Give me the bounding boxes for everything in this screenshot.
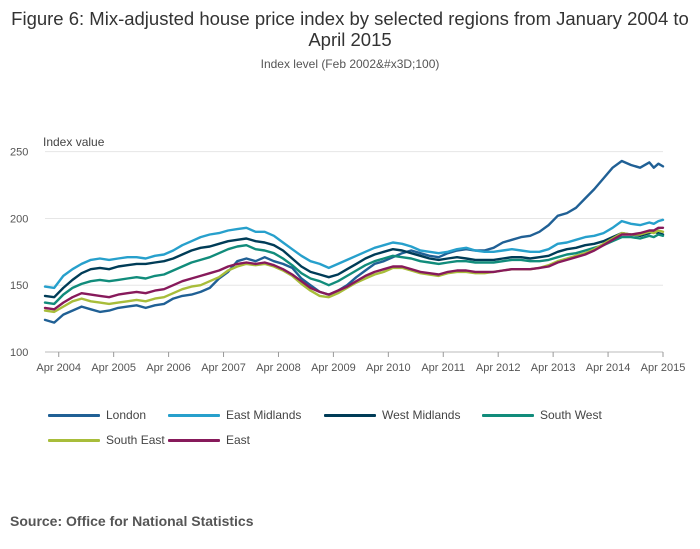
y-tick-label: 100 bbox=[10, 347, 28, 359]
y-axis-label: Index value bbox=[43, 135, 105, 149]
legend-swatch bbox=[48, 438, 100, 442]
x-tick-label: Apr 2015 bbox=[641, 362, 686, 374]
legend-item[interactable]: South East bbox=[48, 433, 165, 447]
legend-swatch bbox=[168, 438, 220, 442]
series-line-south-east bbox=[43, 229, 665, 314]
legend-swatch bbox=[168, 413, 220, 417]
legend-label: South West bbox=[540, 408, 602, 422]
series-line-east-midlands bbox=[43, 218, 665, 290]
legend-item[interactable]: London bbox=[48, 408, 146, 422]
x-tick-label: Apr 2004 bbox=[36, 362, 81, 374]
y-tick-label: 250 bbox=[10, 147, 28, 159]
x-tick-label: Apr 2011 bbox=[421, 362, 465, 374]
y-tick-label: 200 bbox=[10, 213, 28, 225]
legend-swatch bbox=[324, 413, 376, 417]
legend-label: London bbox=[106, 408, 147, 422]
x-tick-label: Apr 2008 bbox=[256, 362, 301, 374]
legend-item[interactable]: East Midlands bbox=[168, 408, 301, 422]
x-tick-label: Apr 2007 bbox=[201, 362, 246, 374]
chart-title: Figure 6: Mix-adjusted house price index… bbox=[11, 8, 689, 50]
legend-item[interactable]: West Midlands bbox=[324, 408, 460, 422]
legend-label: East bbox=[226, 433, 251, 447]
chart-subtitle: Index level (Feb 2002&#x3D;100) bbox=[260, 57, 440, 71]
series-line-west-midlands bbox=[43, 230, 665, 299]
x-tick-label: Apr 2014 bbox=[586, 362, 631, 374]
grid-lines: 100 150 200 250 bbox=[10, 147, 663, 359]
x-tick-label: Apr 2006 bbox=[146, 362, 191, 374]
legend-item[interactable]: South West bbox=[482, 408, 602, 422]
legend-swatch bbox=[482, 413, 534, 417]
legend-label: South East bbox=[106, 433, 165, 447]
x-tick-label: Apr 2010 bbox=[366, 362, 411, 374]
series-line-london bbox=[43, 159, 665, 324]
x-tick-label: Apr 2009 bbox=[311, 362, 356, 374]
x-tick-label: Apr 2013 bbox=[531, 362, 576, 374]
x-tick-label: Apr 2005 bbox=[91, 362, 136, 374]
x-axis: Apr 2004 Apr 2005 Apr 2006 Apr 2007 Apr 2008… bbox=[36, 352, 685, 374]
series-lines bbox=[43, 159, 665, 324]
legend-item[interactable]: East bbox=[168, 433, 250, 447]
series-line-south-west bbox=[43, 233, 665, 306]
legend-swatch bbox=[48, 413, 100, 417]
x-tick-label: Apr 2012 bbox=[476, 362, 521, 374]
series-line-east bbox=[43, 226, 665, 311]
legend-label: West Midlands bbox=[382, 408, 461, 422]
legend-label: East Midlands bbox=[226, 408, 302, 422]
y-tick-label: 150 bbox=[10, 280, 28, 292]
source-note: Source: Office for National Statistics bbox=[10, 513, 254, 529]
